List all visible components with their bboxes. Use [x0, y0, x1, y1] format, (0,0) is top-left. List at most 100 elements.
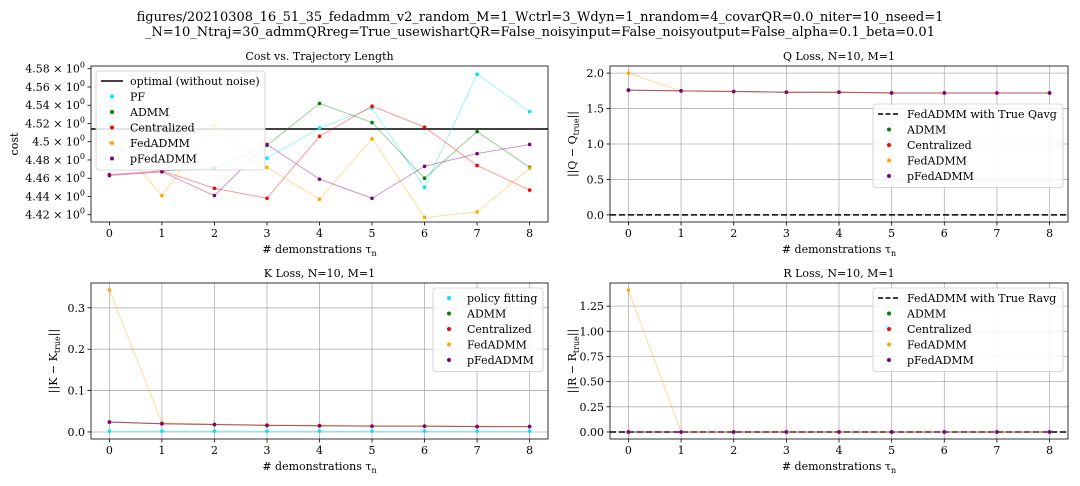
data-point — [370, 196, 374, 201]
x-axis-label: # demonstrations τn — [782, 243, 896, 258]
data-point — [942, 91, 947, 95]
data-point — [160, 421, 164, 426]
x-tick-label: 1 — [158, 227, 165, 240]
y-tick-label: 1.25 — [580, 300, 605, 313]
x-tick-label: 5 — [369, 227, 376, 240]
data-point — [212, 429, 217, 433]
legend-dot-marker — [447, 327, 451, 331]
x-tick-label: 4 — [836, 227, 843, 240]
x-tick-label: 8 — [526, 444, 533, 457]
x-tick-label: 8 — [1046, 444, 1053, 457]
data-point — [889, 430, 894, 434]
x-tick-label: 7 — [474, 227, 481, 240]
data-point — [370, 424, 374, 428]
panel-kloss: K Loss, N=10, M=1 0 1 2 3 4 5 6 7 8 0.0 0.1 0.2 0.3 # … — [47, 267, 549, 475]
data-point — [475, 151, 479, 156]
x-tick-label: 1 — [678, 444, 685, 457]
data-point — [1047, 430, 1052, 434]
data-point — [317, 134, 322, 139]
data-point — [160, 429, 164, 433]
x-tick-label: 0 — [106, 444, 113, 457]
data-point — [679, 430, 683, 434]
data-point — [370, 429, 374, 433]
legend-label: ADMM — [906, 308, 946, 321]
data-point — [265, 165, 269, 170]
data-point — [107, 420, 112, 424]
x-tick-label: 4 — [316, 227, 323, 240]
legend-label: pFedADMM — [907, 354, 974, 367]
legend-label: FedADMM with True Ravg — [907, 292, 1056, 305]
data-point — [422, 125, 427, 129]
x-tick-label: 3 — [783, 444, 790, 457]
data-point — [475, 210, 479, 214]
data-point — [107, 429, 112, 433]
y-axis-label: ||R − Rtrue|| — [566, 329, 581, 394]
data-point — [422, 424, 427, 428]
x-tick-label: 6 — [421, 227, 428, 240]
legend-dot-marker — [887, 327, 891, 331]
plot-frame — [90, 65, 549, 223]
legend: optimal (without noise) PF ADMM Centralized… — [95, 70, 266, 171]
data-point — [370, 120, 374, 125]
y-tick-label: 4.56 × 100 — [25, 79, 85, 94]
x-tick-label: 3 — [783, 227, 790, 240]
x-tick-label: 6 — [941, 227, 948, 240]
data-point — [527, 424, 532, 429]
data-point — [527, 142, 532, 147]
data-point — [837, 430, 841, 434]
y-tick-label: 4.46 × 100 — [25, 170, 85, 185]
y-tick-label: 0.2 — [68, 343, 86, 356]
data-point — [527, 166, 532, 170]
data-point — [212, 193, 217, 198]
x-tick-label: 1 — [678, 227, 685, 240]
data-point — [731, 89, 736, 94]
legend-box — [872, 103, 1064, 188]
legend-label: FedADMM — [907, 339, 967, 352]
x-tick-label: 7 — [993, 444, 1000, 457]
data-point — [212, 186, 217, 191]
legend-box — [872, 287, 1064, 372]
legend-label: ADMM — [129, 106, 169, 119]
panel-qloss: Q Loss, N=10, M=1 0 1 2 3 4 5 6 7 8 0.0 0.5 1.0 1.5 2.… — [566, 50, 1069, 258]
legend-dot-marker — [887, 127, 891, 132]
y-tick-label: 0.0 — [587, 209, 605, 222]
x-tick-label: 4 — [316, 444, 323, 457]
legend-label: PF — [130, 91, 145, 104]
plot-frame — [90, 282, 549, 440]
data-point — [317, 126, 322, 130]
x-tick-label: 8 — [526, 227, 533, 240]
data-point — [422, 429, 427, 433]
legend-label: FedADMM — [130, 137, 190, 150]
x-tick-label: 6 — [421, 444, 428, 457]
legend-label: ADMM — [906, 124, 946, 137]
panel-rloss: R Loss, N=10, M=1 0 1 2 3 4 5 6 7 8 0.00 0.25 0.50 0.… — [566, 267, 1069, 475]
legend-box — [95, 70, 266, 171]
y-tick-label: 1.00 — [580, 325, 605, 338]
legend-dot-marker — [110, 156, 114, 161]
data-point — [731, 430, 736, 434]
data-point — [317, 101, 322, 106]
x-tick-label: 3 — [263, 444, 270, 457]
legend-dot-marker — [887, 174, 891, 178]
data-point — [679, 89, 683, 93]
y-tick-label: 0.0 — [68, 426, 86, 439]
data-point — [1047, 91, 1052, 95]
data-point — [527, 109, 532, 114]
data-point — [317, 197, 322, 201]
y-tick-label: 1.5 — [587, 103, 605, 116]
data-point — [422, 176, 427, 181]
y-tick-label: 0.1 — [68, 385, 86, 398]
x-tick-label: 6 — [941, 444, 948, 457]
y-tick-label: 1.0 — [587, 138, 605, 151]
data-point — [475, 424, 479, 429]
data-point — [370, 137, 374, 141]
chart-title: K Loss, N=10, M=1 — [264, 267, 375, 280]
x-tick-label: 0 — [106, 227, 113, 240]
data-point — [422, 164, 427, 169]
data-point — [265, 142, 269, 147]
y-tick-label: 0.25 — [580, 401, 605, 414]
data-point — [475, 129, 479, 134]
data-point — [626, 88, 631, 92]
data-point — [370, 104, 374, 108]
